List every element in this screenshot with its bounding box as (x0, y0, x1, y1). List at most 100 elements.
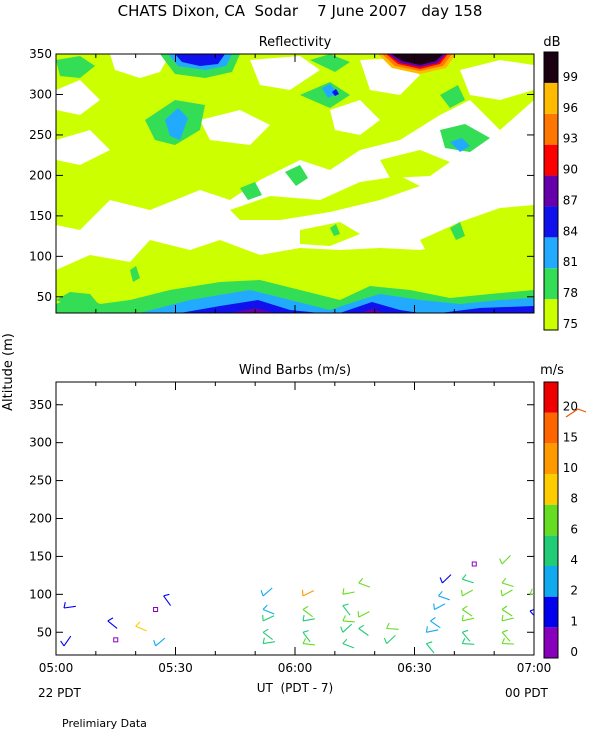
wind-barb (260, 587, 273, 597)
x-tick-label: 06:30 (397, 661, 432, 675)
wind-barb (262, 614, 275, 622)
reflectivity-title: Reflectivity (259, 35, 332, 50)
wind-barb (302, 614, 315, 622)
colorbar-swatch (544, 443, 558, 474)
y-tick-label: 100 (29, 587, 52, 601)
y-tick-label: 300 (29, 436, 52, 450)
colorbar-label: 75 (563, 317, 578, 331)
wind-x-axis: 05:00 05:30 06:00 06:30 07:00 (39, 382, 552, 675)
wind-barb (357, 611, 370, 618)
footer-right: 00 PDT (505, 686, 549, 700)
wind-barb (342, 615, 355, 623)
reflectivity-x-ticks (55, 54, 535, 313)
wind-barb (358, 578, 371, 588)
wind-barb (437, 590, 450, 601)
y-tick-label: 50 (37, 625, 52, 639)
reflectivity-unit: dB (543, 35, 560, 50)
wind-barb (501, 629, 511, 642)
x-tick-label: 05:30 (158, 661, 193, 675)
wind-barb (430, 617, 441, 629)
calm-marker (113, 637, 119, 643)
colorbar-label: 4 (570, 553, 578, 567)
colorbar-label: 90 (563, 163, 578, 177)
wind-barb (461, 574, 474, 584)
y-tick-label: 50 (37, 290, 52, 304)
footer-left: 22 PDT (38, 686, 82, 700)
colorbar-swatch (544, 52, 558, 83)
x-tick-label: 07:00 (517, 661, 552, 675)
colorbar-swatch (544, 268, 558, 300)
wind-barb (386, 622, 399, 630)
colorbar-label: 15 (563, 430, 578, 444)
colorbar-swatch (544, 237, 558, 269)
wind-title: Wind Barbs (m/s) (239, 363, 351, 378)
colorbar-swatch (544, 206, 558, 238)
wind-barb (301, 589, 315, 597)
wind-barb (342, 603, 351, 616)
wind-barb (433, 603, 446, 610)
wind-colorbar: 0 1 2 4 6 8 10 15 20 (543, 381, 578, 659)
colorbar-label: 20 (563, 400, 578, 414)
colorbar-label: 8 (570, 492, 578, 506)
wind-unit: m/s (540, 363, 564, 378)
colorbar-label: 1 (570, 614, 578, 628)
y-tick-label: 300 (29, 87, 52, 101)
reflectivity-colorbar: 75 78 81 84 87 90 93 96 99 (543, 51, 578, 331)
y-tick-label: 350 (29, 398, 52, 412)
colorbar-frame (543, 51, 559, 331)
wind-barb (501, 637, 515, 645)
wind-barb (107, 617, 118, 629)
colorbar-label: 6 (570, 522, 578, 536)
colorbar-label: 96 (563, 101, 578, 115)
wind-barb (461, 637, 475, 645)
colorbar-swatch (544, 566, 558, 597)
colorbar-label: 78 (563, 286, 578, 300)
colorbar-swatch (544, 144, 558, 176)
colorbar-swatch (544, 535, 558, 566)
wind-barb (425, 641, 435, 654)
colorbar-swatch (544, 82, 558, 114)
wind-barb (501, 605, 513, 617)
colorbar-label: 84 (563, 224, 578, 238)
y-tick-label: 200 (29, 512, 52, 526)
wind-barb (425, 626, 439, 633)
x-tick-label: 06:00 (278, 661, 313, 675)
x-axis-title: UT (PDT - 7) (257, 681, 334, 695)
wind-barb (262, 604, 275, 615)
wind-barb (163, 593, 172, 606)
colorbar-swatch (544, 474, 558, 505)
calm-marker (153, 607, 159, 612)
overlay-barb (565, 408, 587, 418)
wind-barb (501, 577, 514, 588)
wind-barb (358, 624, 369, 636)
wind-barb (461, 614, 475, 622)
colorbar-frame (543, 381, 559, 659)
reflectivity-y-axis: 50 100 150 200 250 300 350 (29, 47, 534, 304)
calm-marker (471, 561, 477, 567)
colorbar-label: 99 (563, 70, 578, 84)
colorbar-label: 81 (563, 255, 578, 269)
colorbar-label: 10 (563, 461, 578, 475)
colorbar-swatch (544, 299, 558, 330)
colorbar-swatch (544, 596, 558, 628)
wind-barb (60, 635, 72, 647)
y-tick-label: 150 (29, 209, 52, 223)
y-tick-label: 250 (29, 128, 52, 142)
colorbar-swatch (544, 627, 558, 658)
colorbar-swatch (544, 504, 558, 536)
y-tick-label: 250 (29, 474, 52, 488)
colorbar-label: 0 (570, 645, 578, 659)
wind-barb (262, 637, 276, 645)
wind-frame (55, 381, 535, 656)
wind-barb (302, 638, 315, 646)
wind-barb (439, 574, 452, 584)
colorbar-swatch (544, 412, 558, 444)
wind-barb (500, 589, 513, 597)
colorbar-swatch (544, 113, 558, 145)
wind-barb (460, 589, 474, 597)
wind-barb (529, 608, 534, 617)
wind-barb (153, 637, 166, 647)
colorbar-label: 2 (570, 584, 578, 598)
colorbar-label: 93 (563, 132, 578, 146)
